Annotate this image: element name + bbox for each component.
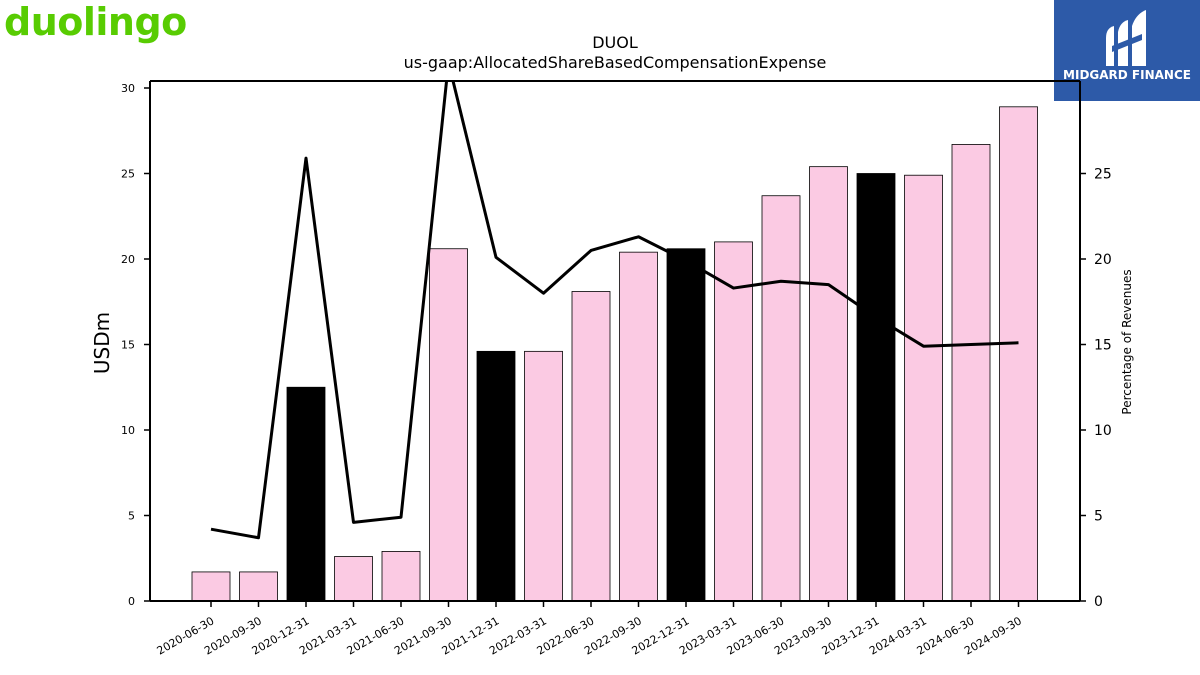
- bar-2022-09-30: [619, 251, 658, 602]
- bar-2021-06-30: [381, 551, 421, 602]
- bar-2021-03-31: [334, 556, 373, 602]
- bar-2023-06-30: [761, 195, 801, 602]
- line-layer: [210, 81, 1019, 540]
- chart-subtitle: us-gaap:AllocatedShareBasedCompensationE…: [404, 53, 827, 72]
- bar-2024-09-30: [999, 106, 1038, 602]
- y2-tick-label: 0: [1094, 594, 1103, 610]
- bar-2024-03-31: [904, 174, 943, 602]
- y-tick-label: 5: [128, 510, 135, 523]
- duolingo-logo: duolingo: [4, 0, 187, 44]
- y2-axis-label: Percentage of Revenues: [1120, 269, 1134, 414]
- y-tick-label: 15: [121, 339, 135, 352]
- y2-tick-label: 25: [1094, 167, 1112, 183]
- chart-title: DUOL: [592, 33, 638, 52]
- y-tick-label: 30: [121, 82, 135, 95]
- y2-tick-label: 15: [1094, 338, 1112, 354]
- y-axis-label: USDm: [90, 312, 114, 374]
- y2-tick-label: 10: [1094, 423, 1112, 439]
- bar-2022-12-31: [666, 248, 706, 602]
- bar-2023-12-31: [856, 173, 896, 602]
- y2-tick-label: 20: [1094, 252, 1112, 268]
- bar-2020-09-30: [239, 571, 278, 602]
- bar-2024-06-30: [951, 144, 991, 602]
- bar-2022-06-30: [571, 291, 611, 602]
- bar-2022-03-31: [524, 350, 563, 602]
- bar-2023-03-31: [714, 241, 753, 602]
- y2-tick-label: 5: [1094, 509, 1103, 525]
- bar-2020-06-30: [191, 571, 231, 602]
- bar-2021-12-31: [476, 350, 516, 602]
- bar-2020-12-31: [286, 386, 326, 602]
- midgard-logo-text: MIDGARD FINANCE: [1063, 68, 1191, 82]
- bars-layer: [191, 106, 1038, 602]
- bar-2021-09-30: [429, 248, 468, 602]
- y-tick-label: 20: [121, 253, 135, 266]
- pct-revenue-line: [210, 81, 1019, 540]
- bar-2023-09-30: [809, 166, 848, 602]
- midgard-logo-mark: [1106, 10, 1146, 66]
- y-tick-label: 0: [128, 595, 135, 608]
- y-tick-label: 10: [121, 424, 135, 437]
- midgard-finance-logo: MIDGARD FINANCE: [1054, 0, 1200, 101]
- y-tick-label: 25: [121, 168, 135, 181]
